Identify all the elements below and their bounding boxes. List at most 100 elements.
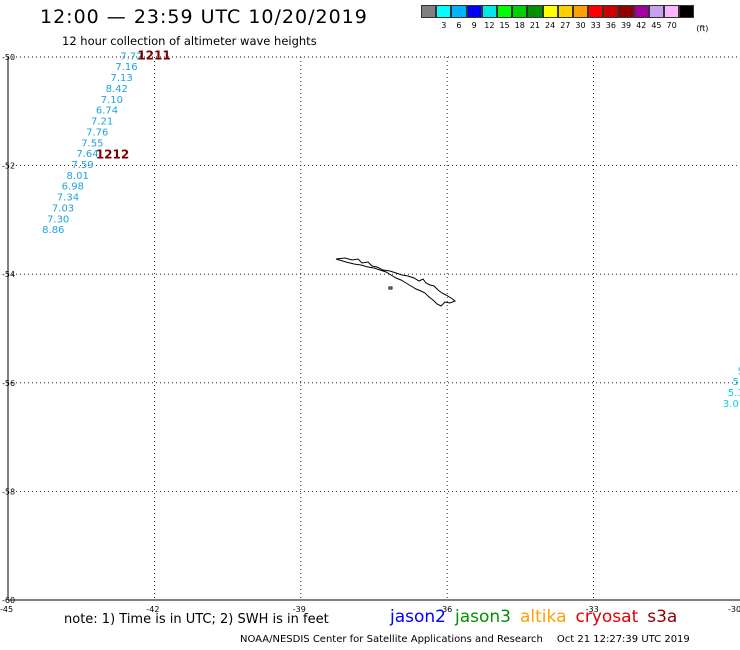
mission-s3a: s3a bbox=[647, 607, 678, 627]
wave-height-value: 7.16 bbox=[115, 62, 137, 73]
legend-label: 18 bbox=[514, 21, 525, 30]
wave-height-value: 8.01 bbox=[67, 171, 89, 182]
graticule bbox=[7, 56, 740, 601]
legend-label: 24 bbox=[545, 21, 556, 30]
legend-swatch-cell: 15 bbox=[496, 5, 513, 33]
longitude-label: -30 bbox=[728, 605, 740, 614]
legend-swatch bbox=[588, 5, 604, 18]
legend-swatch bbox=[496, 5, 513, 18]
legend-unit: (ft) bbox=[696, 24, 709, 33]
legend-label: 45 bbox=[651, 21, 662, 30]
legend-swatch bbox=[512, 5, 528, 18]
legend-swatch-cell bbox=[421, 5, 437, 33]
legend-swatch bbox=[679, 5, 695, 18]
latitude-label: -50 bbox=[2, 53, 15, 62]
wave-height-value: 7.13 bbox=[110, 73, 132, 84]
legend-swatch bbox=[481, 5, 497, 18]
legend-label: 30 bbox=[575, 21, 586, 30]
latitude-label: -52 bbox=[2, 162, 15, 171]
south-georgia-coastline bbox=[335, 257, 457, 307]
wave-height-value: 5 bbox=[738, 366, 740, 377]
latitude-label: -54 bbox=[2, 270, 15, 279]
page-subtitle: 12 hour collection of altimeter wave hei… bbox=[62, 34, 317, 48]
legend-swatch bbox=[557, 5, 573, 18]
legend-swatch-cell: 3 bbox=[436, 5, 452, 33]
wave-height-value: 6.74 bbox=[96, 106, 118, 117]
longitude-label: -39 bbox=[293, 605, 306, 614]
mission-altika: altika bbox=[520, 607, 567, 627]
legend-label: 36 bbox=[605, 21, 616, 30]
legend-swatch-cell: 18 bbox=[512, 5, 528, 33]
legend-swatch bbox=[451, 5, 467, 18]
legend-swatch-cell: 30 bbox=[572, 5, 589, 33]
wave-height-value: 8.86 bbox=[42, 225, 64, 236]
altimeter-tracks: 7.727.167.138.427.106.747.217.767.557.64… bbox=[42, 48, 740, 410]
wave-height-value: 3.01 bbox=[723, 399, 740, 410]
legend-swatch bbox=[633, 5, 649, 18]
legend-swatch-cell: 12 bbox=[481, 5, 497, 33]
legend-swatch bbox=[436, 5, 452, 18]
wave-height-value: 6.98 bbox=[62, 182, 84, 193]
legend-swatch-cell: 33 bbox=[588, 5, 604, 33]
wave-height-value: 7.34 bbox=[57, 193, 79, 204]
wave-height-value: 5. bbox=[733, 377, 740, 388]
legend-label: 21 bbox=[529, 21, 540, 30]
legend-swatch bbox=[527, 5, 543, 18]
wave-height-value: 8.42 bbox=[106, 84, 128, 95]
legend-swatch-cell: 6 bbox=[451, 5, 467, 33]
latitude-label: -60 bbox=[2, 596, 15, 605]
axis-labels: -50 -52 -54 -56 -58 -60-45 -42 -39 -36 -33 -30 bbox=[0, 53, 740, 614]
longitude-label: -36 bbox=[439, 605, 452, 614]
legend-swatch bbox=[466, 5, 482, 18]
wave-height-value: 7.30 bbox=[47, 214, 69, 225]
mission-cryosat: cryosat bbox=[575, 607, 639, 627]
page-title: 12:00 — 23:59 UTC 10/20/2019 bbox=[40, 6, 368, 28]
legend-label: 6 bbox=[456, 21, 462, 30]
track-time-label: 1212 bbox=[96, 148, 129, 162]
wave-height-value: 7.21 bbox=[91, 117, 113, 128]
wave-height-value: 7.64 bbox=[76, 149, 98, 160]
credit-text: NOAA/NESDIS Center for Satellite Applica… bbox=[240, 634, 543, 645]
legend-swatch-cell: 36 bbox=[603, 5, 619, 33]
legend-swatch bbox=[603, 5, 619, 18]
mission-jason3: jason3 bbox=[455, 607, 511, 627]
latitude-label: -56 bbox=[2, 379, 15, 388]
latitude-label: -58 bbox=[2, 487, 15, 496]
legend-label: 9 bbox=[471, 21, 477, 30]
wave-height-value: 7.55 bbox=[81, 138, 103, 149]
legend-swatch-cell: 24 bbox=[542, 5, 558, 33]
legend-label: 39 bbox=[620, 21, 632, 30]
legend-swatch bbox=[648, 5, 664, 18]
wave-height-value: 5.1 bbox=[728, 388, 740, 399]
wave-height-value: 7.03 bbox=[52, 203, 74, 214]
generated-timestamp: Oct 21 12:27:39 UTC 2019 bbox=[556, 634, 690, 645]
legend-swatch bbox=[572, 5, 589, 18]
legend-swatch-cell: 9 bbox=[466, 5, 482, 33]
legend-swatch-cell: 42 bbox=[633, 5, 649, 33]
legend-label: 12 bbox=[484, 21, 495, 30]
mission-jason2: jason2 bbox=[390, 607, 446, 627]
track-time-label: 1211 bbox=[137, 48, 170, 62]
legend-swatch bbox=[618, 5, 634, 18]
credit-line: NOAA/NESDIS Center for Satellite Applica… bbox=[240, 634, 690, 645]
legend-swatch bbox=[421, 5, 437, 18]
legend-label: 70 bbox=[666, 21, 677, 30]
wave-height-value: 7.10 bbox=[101, 95, 123, 106]
legend-swatch-cell: 39 bbox=[618, 5, 634, 33]
small-island bbox=[388, 286, 393, 290]
legend-label: 42 bbox=[636, 21, 647, 30]
wave-height-value: 7.76 bbox=[86, 127, 108, 138]
wave-height-value: 7.59 bbox=[71, 160, 93, 171]
footnote: note: 1) Time is in UTC; 2) SWH is in fe… bbox=[64, 612, 329, 627]
legend-swatch-cell: 45 bbox=[648, 5, 664, 33]
legend-label: 15 bbox=[499, 21, 510, 30]
legend-swatch-cell bbox=[679, 5, 695, 33]
legend-label: 27 bbox=[560, 21, 571, 30]
longitude-label: -42 bbox=[146, 605, 159, 614]
legend-swatch-cell: 27 bbox=[557, 5, 573, 33]
mission-legend: jason2 jason3 altika cryosat s3a bbox=[390, 607, 686, 627]
legend-swatch bbox=[664, 5, 680, 18]
legend-swatch bbox=[542, 5, 558, 18]
longitude-label: -45 bbox=[0, 605, 13, 614]
